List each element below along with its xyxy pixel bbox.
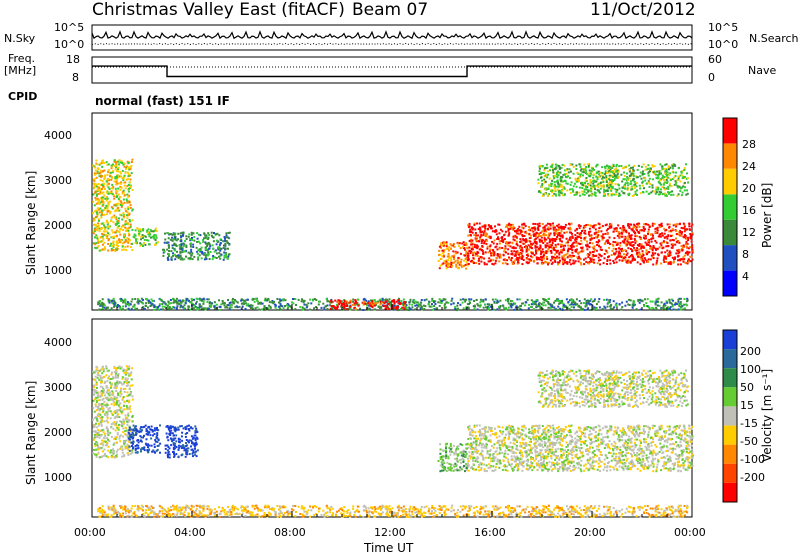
velocity-colorbar-swatch-0 [723, 330, 737, 349]
velocity-region-0 [97, 505, 689, 518]
power-colorbar-swatch-5 [723, 143, 737, 168]
power-region-3 [133, 227, 159, 247]
panel-frame-1 [92, 57, 692, 83]
freq-line [92, 66, 692, 76]
nsky-line [92, 32, 692, 38]
power-region-7 [537, 163, 689, 197]
radar-plot [0, 0, 800, 554]
power-region-6 [467, 223, 694, 266]
velocity-region-6 [538, 370, 690, 409]
velocity-colorbar-swatch-2 [723, 368, 737, 387]
velocity-region-3 [165, 425, 199, 459]
velocity-colorbar-swatch-6 [723, 445, 737, 464]
velocity-colorbar-swatch-7 [723, 464, 737, 483]
power-region-5 [438, 241, 469, 270]
power-colorbar-swatch-4 [723, 169, 737, 194]
power-region-2 [92, 159, 134, 252]
velocity-region-2 [128, 424, 162, 453]
velocity-colorbar-swatch-3 [723, 387, 737, 406]
power-colorbar-swatch-1 [723, 245, 737, 270]
power-colorbar-swatch-0 [723, 271, 737, 296]
panel-frame-2 [92, 113, 692, 310]
power-colorbar-swatch-6 [723, 118, 737, 143]
velocity-region-1 [92, 365, 134, 458]
nsearch-line [92, 43, 692, 44]
velocity-colorbar-swatch-1 [723, 349, 737, 368]
velocity-region-4 [438, 443, 469, 472]
velocity-region-5 [467, 424, 694, 472]
power-colorbar-swatch-2 [723, 220, 737, 245]
power-colorbar-swatch-3 [723, 194, 737, 219]
power-region-4 [162, 232, 231, 261]
velocity-colorbar-swatch-8 [723, 483, 737, 502]
velocity-colorbar-swatch-4 [723, 406, 737, 425]
velocity-colorbar-swatch-5 [723, 426, 737, 445]
panel-frame-3 [92, 319, 692, 517]
